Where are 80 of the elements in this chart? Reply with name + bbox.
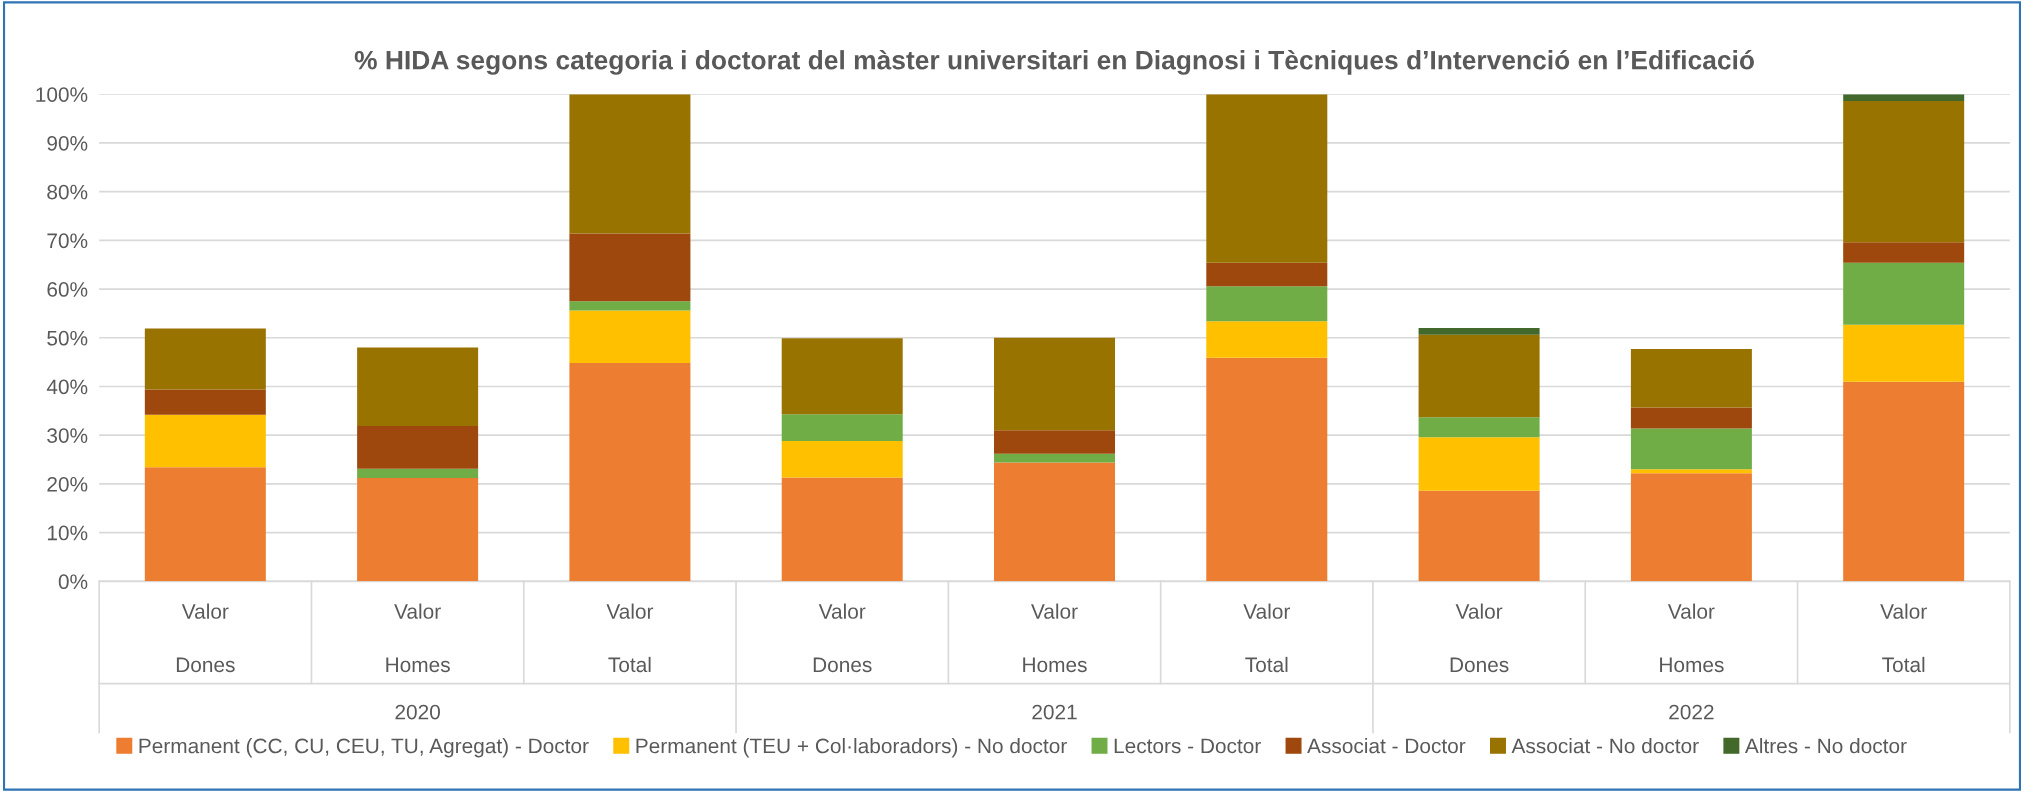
bar [1418,437,1540,491]
bar [1630,469,1752,474]
y-tick-label: 50% [47,330,88,346]
bar [1630,348,1752,408]
y-tick-label: 40% [46,379,88,395]
bar [1206,94,1328,263]
x-tick-label: Valor [818,603,866,619]
x-tick-label: Valor [1031,603,1078,619]
bar [569,363,691,582]
y-tick-label: 60% [47,282,88,297]
y-tick-label: 100% [36,87,88,102]
bar [144,389,266,415]
bar [1843,101,1965,243]
text: Total [1882,656,1925,673]
text: Total [608,656,651,673]
y-tick-label: 70% [47,233,88,249]
bar [357,478,479,582]
x-tick-label: Valor [394,603,441,619]
bar [357,425,479,469]
bar [1206,262,1328,287]
legend-label: Permanent (CC, CU, CEU, TU, Agregat) - Doctor [139,737,589,758]
x-tick-label: Valor [1455,603,1503,619]
legend-label: Lectors - Doctor [1114,738,1261,754]
bar [1843,381,1965,582]
bar [1206,286,1328,322]
x-tick-label: Valor [181,603,229,619]
bar [569,94,691,234]
text: Homes [1660,657,1724,673]
bar [1418,490,1540,582]
y-tick-label: 0% [58,574,88,590]
bar [994,453,1116,463]
y-tick-label: 30% [47,428,88,443]
chart-title: % HIDA segons categoria i doctorat del màster universitari en Diagnosi i Tècniques d’Intervenció en l’Edificació [354,49,1754,75]
legend-label: Permanent (TEU + Col·laboradors) - No doctor [636,737,1067,758]
y-tick-label: 90% [47,135,88,151]
bar [357,347,479,426]
bar [569,301,691,311]
bar [994,337,1116,431]
bar [994,430,1116,454]
text: Homes [386,657,450,673]
bar [1630,473,1752,582]
text: Dones [176,657,235,673]
text: 2020 [395,704,440,720]
bar [1206,357,1328,582]
x-tick-label: Valor [1243,603,1290,619]
bar [1630,407,1752,429]
bar [1418,417,1540,438]
x-tick-label: Valor [1880,603,1927,619]
legend-label: Associat - Doctor [1307,737,1466,754]
bar [144,467,266,582]
x-tick-label: Valor [1667,603,1715,619]
bar [781,441,903,478]
bar [781,477,903,582]
legend-label: Associat - No doctor [1511,737,1699,754]
bar [1843,324,1965,382]
bar [994,462,1116,582]
text: Dones [1450,657,1509,673]
bar [1843,262,1965,325]
bar [781,338,903,415]
bar [569,310,691,364]
bar [144,328,266,390]
legend-label: Altres - No doctor [1744,737,1907,754]
bar [357,468,479,479]
bar [144,414,266,468]
bar [1630,428,1752,470]
x-tick-label: Valor [606,603,654,619]
bar [1418,328,1540,335]
bar [1418,334,1540,418]
bar [1843,242,1965,263]
y-tick-label: 20% [47,476,88,492]
y-tick-label: 10% [47,525,88,541]
text: Dones [813,657,872,673]
text: 2022 [1669,704,1714,720]
y-tick-label: 80% [47,184,88,200]
bar [569,233,691,302]
bar [781,414,903,442]
text: 2021 [1032,704,1077,720]
bar [1206,321,1328,358]
text: Total [1245,656,1288,673]
text: Homes [1023,657,1087,673]
